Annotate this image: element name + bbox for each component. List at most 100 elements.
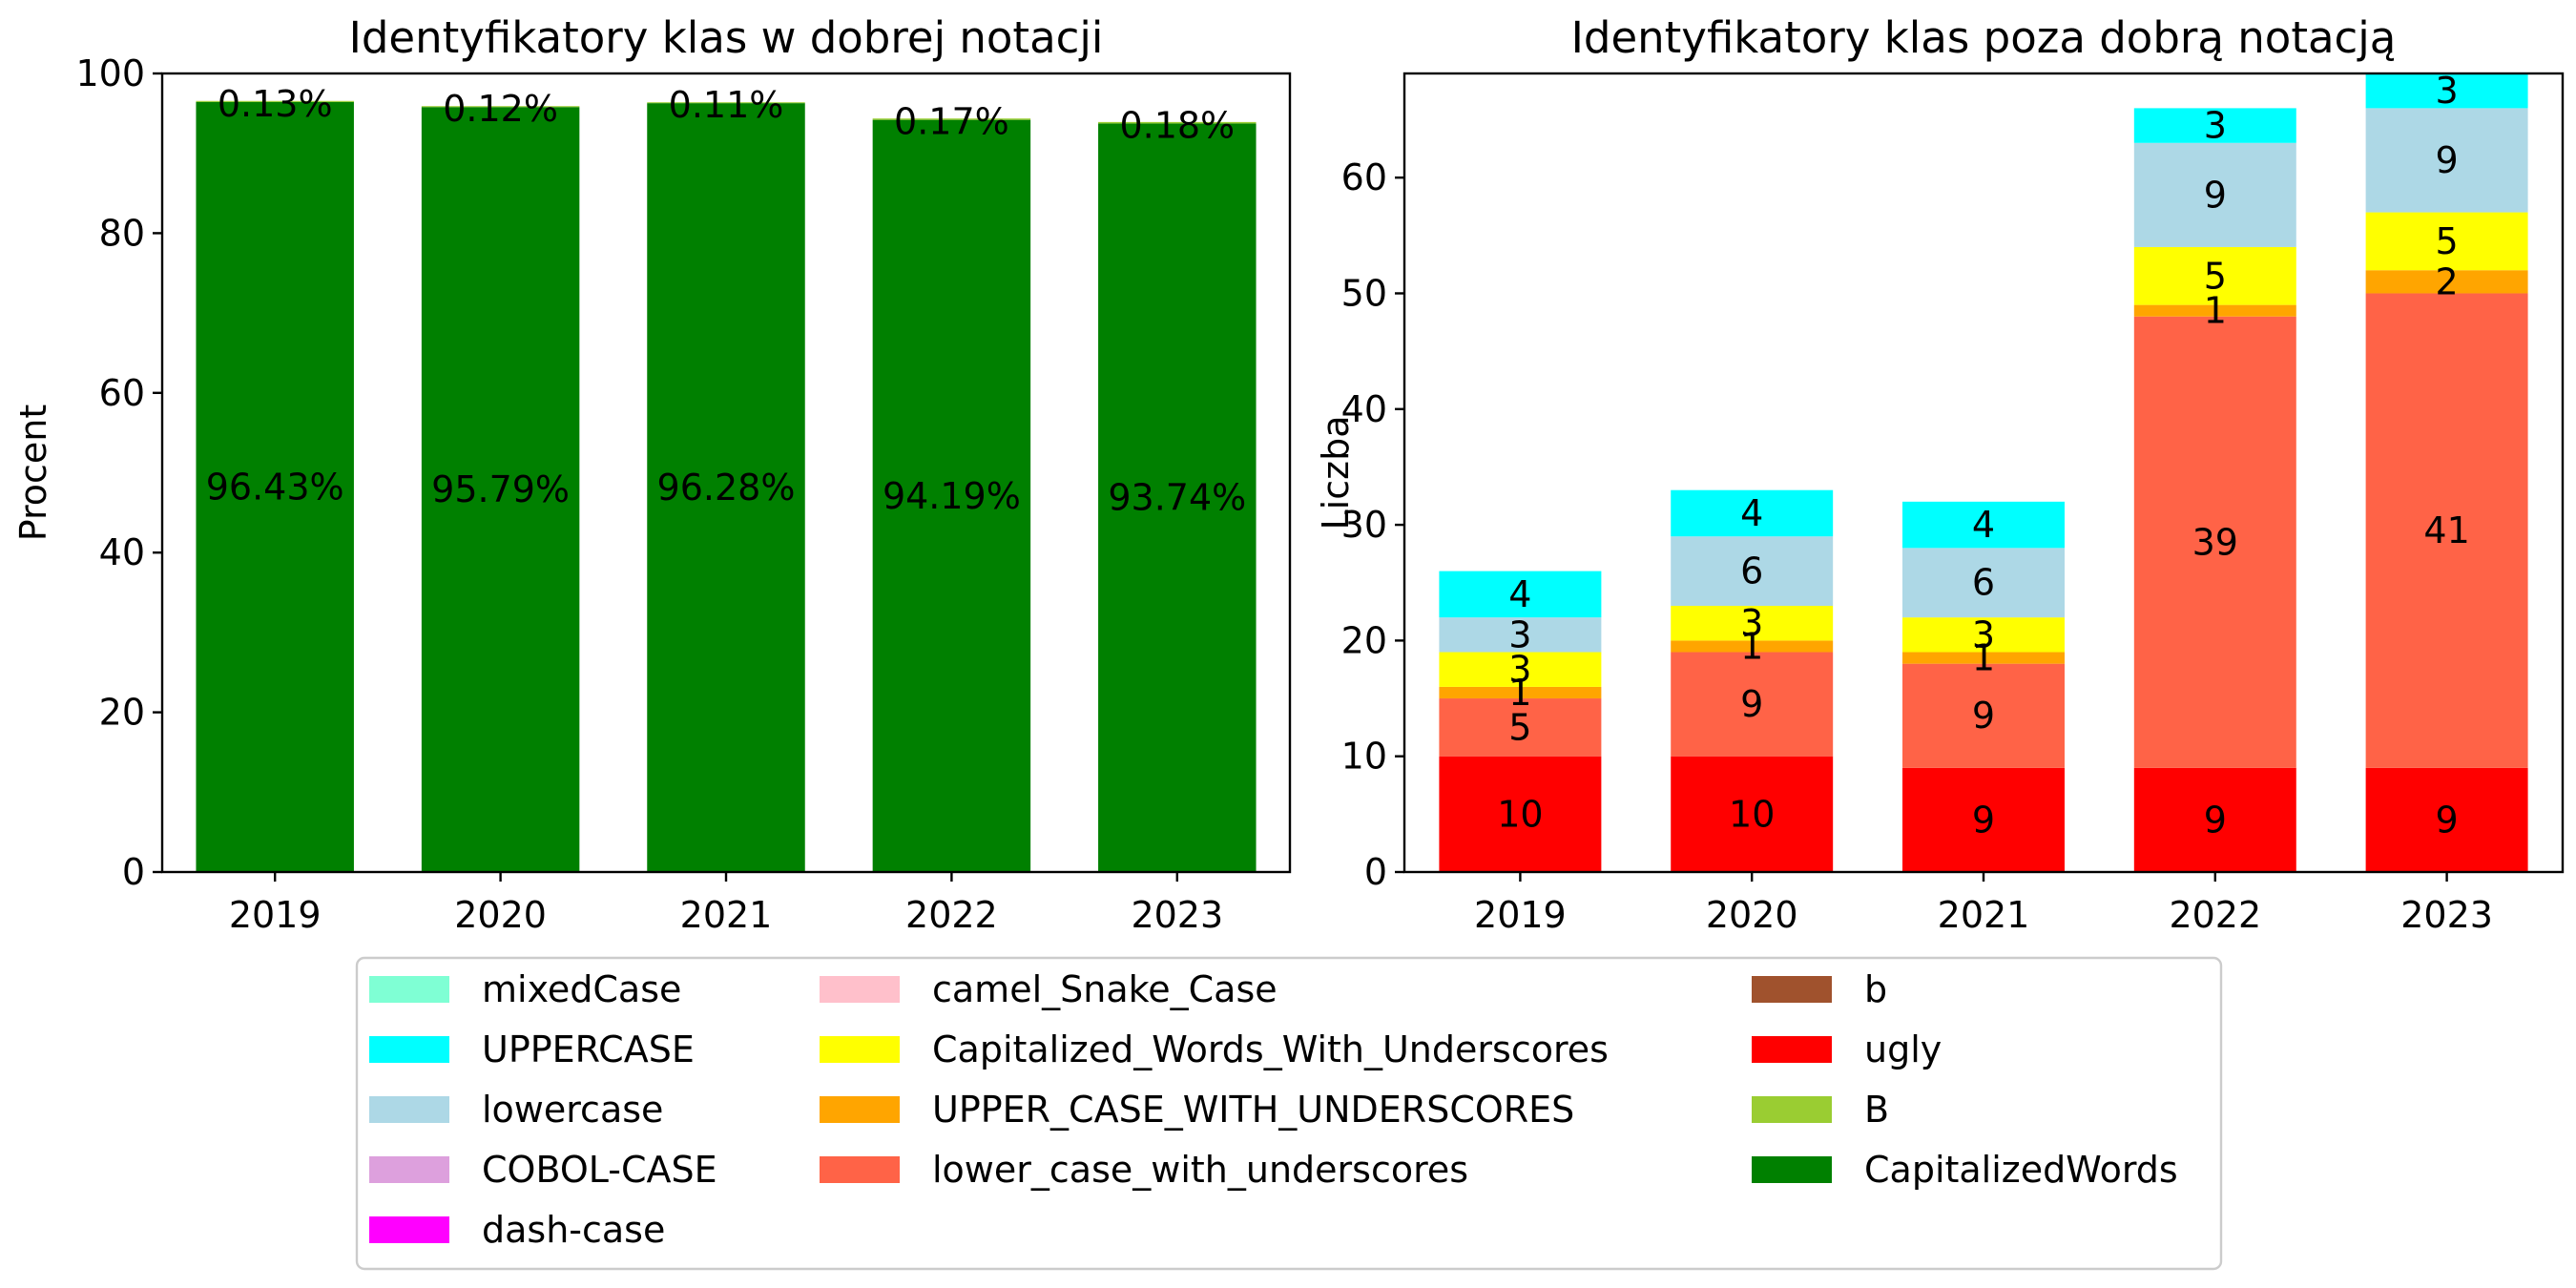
- legend-label-ugly: ugly: [1864, 1028, 1942, 1070]
- bar-Capitalized_Words_With_Underscores-2021: [1902, 617, 2065, 653]
- data-label-ugly-2021: 9: [1972, 799, 1995, 841]
- bar-lowercase-2022: [2133, 142, 2296, 247]
- bar-CapitalizedWords-2022: [872, 119, 1031, 872]
- data-label-lowercase-2022: 9: [2204, 174, 2227, 216]
- data-label-UPPERCASE-2019: 4: [1508, 573, 1531, 615]
- x-tick-label: 2023: [2400, 894, 2493, 936]
- legend-swatch-Capitalized_Words_With_Underscores: [820, 1036, 900, 1063]
- bar-Capitalized_Words_With_Underscores-2023: [2365, 212, 2528, 271]
- data-label-Capitalized_Words_With_Underscores-2022: 5: [2204, 255, 2227, 297]
- bar-ugly-2021: [1902, 767, 2065, 872]
- data-label-B-2023: 0.18%: [1119, 104, 1235, 146]
- bar-B-2023: [1098, 121, 1257, 124]
- data-label-B-2020: 0.12%: [443, 88, 558, 130]
- data-label-lowercase-2019: 3: [1508, 613, 1531, 655]
- legend-swatch-UPPERCASE: [369, 1036, 449, 1063]
- y-tick-label: 40: [1341, 388, 1387, 430]
- data-label-B-2019: 0.13%: [218, 83, 333, 125]
- bar-B-2020: [421, 106, 580, 108]
- legend-frame: [355, 956, 2223, 1271]
- x-tick-label: 2019: [229, 894, 322, 936]
- x-tick-label: 2019: [1474, 894, 1567, 936]
- bar-CapitalizedWords-2019: [196, 101, 354, 872]
- bar-UPPERCASE-2023: [2365, 73, 2528, 109]
- legend-swatch-COBOL-CASE: [369, 1156, 449, 1183]
- x-tick-label: 2022: [2169, 894, 2261, 936]
- bar-UPPERCASE-2019: [1439, 571, 1602, 618]
- legend-label-dash-case: dash-case: [482, 1209, 665, 1251]
- y-tick-label: 40: [99, 531, 145, 573]
- bar-UPPER_CASE_WITH_UNDERSCORES-2022: [2133, 304, 2296, 317]
- y-tick-label: 60: [1341, 156, 1387, 198]
- legend-swatch-b: [1752, 976, 1832, 1003]
- y-tick-label: 0: [1364, 851, 1387, 893]
- bar-Capitalized_Words_With_Underscores-2019: [1439, 652, 1602, 687]
- chart-title: Identyfikatory klas w dobrej notacji: [349, 12, 1104, 63]
- data-label-UPPER_CASE_WITH_UNDERSCORES-2022: 1: [2204, 290, 2227, 332]
- data-label-CapitalizedWords-2021: 96.28%: [657, 467, 796, 509]
- legend: mixedCase UPPERCASE lowercase COBOL-CASE das…: [355, 956, 2223, 1271]
- x-tick-label: 2023: [1131, 894, 1223, 936]
- bar-ugly-2022: [2133, 767, 2296, 872]
- bar-UPPERCASE-2022: [2133, 108, 2296, 143]
- data-label-UPPER_CASE_WITH_UNDERSCORES-2021: 1: [1972, 637, 1995, 679]
- chart-good-notation: 96.43% 0.13% 95.79% 0.12% 96.28% 0.11% 94.19% 0…: [12, 12, 1292, 936]
- y-axis-label: Procent: [12, 405, 54, 542]
- bar-UPPER_CASE_WITH_UNDERSCORES-2023: [2365, 270, 2528, 294]
- bar-lowercase-2023: [2365, 108, 2528, 213]
- y-tick-label: 50: [1341, 272, 1387, 314]
- legend-swatch-lowercase: [369, 1096, 449, 1123]
- chart-outside-good-notation: 1051334109136499136493915939412593010203…: [1315, 12, 2565, 936]
- data-label-B-2021: 0.11%: [669, 84, 784, 126]
- bar-lower_case_with_underscores-2022: [2133, 316, 2296, 768]
- data-label-lowercase-2023: 9: [2436, 139, 2459, 181]
- data-label-CapitalizedWords-2023: 93.74%: [1108, 477, 1246, 519]
- data-label-UPPER_CASE_WITH_UNDERSCORES-2020: 1: [1740, 625, 1763, 667]
- data-label-UPPERCASE-2020: 4: [1740, 492, 1763, 534]
- y-tick-label: 60: [99, 372, 145, 414]
- data-label-B-2022: 0.17%: [894, 101, 1009, 143]
- bar-ugly-2019: [1439, 756, 1602, 872]
- legend-swatch-lower_case_with_underscores: [820, 1156, 900, 1183]
- data-label-ugly-2020: 10: [1729, 793, 1775, 835]
- bar-lowercase-2021: [1902, 548, 2065, 618]
- y-tick-label: 10: [1341, 736, 1387, 778]
- bar-CapitalizedWords-2020: [421, 107, 580, 873]
- data-label-lower_case_with_underscores-2020: 9: [1740, 683, 1763, 725]
- bar-UPPER_CASE_WITH_UNDERSCORES-2019: [1439, 686, 1602, 699]
- bar-lower_case_with_underscores-2023: [2365, 293, 2528, 768]
- legend-swatch-ugly: [1752, 1036, 1832, 1063]
- legend-label-camel_Snake_Case: camel_Snake_Case: [932, 968, 1278, 1010]
- data-label-lowercase-2020: 6: [1740, 551, 1763, 592]
- data-label-CapitalizedWords-2020: 95.79%: [431, 468, 570, 510]
- chart-title: Identyfikatory klas poza dobrą notacją: [1571, 12, 2397, 63]
- x-tick-label: 2022: [905, 894, 998, 936]
- bar-lower_case_with_underscores-2019: [1439, 698, 1602, 757]
- bar-ugly-2020: [1671, 756, 1834, 872]
- x-tick-label: 2020: [1706, 894, 1798, 936]
- bar-Capitalized_Words_With_Underscores-2020: [1671, 606, 1834, 641]
- legend-label-COBOL-CASE: COBOL-CASE: [482, 1149, 717, 1191]
- data-label-lower_case_with_underscores-2019: 5: [1508, 706, 1531, 748]
- data-label-UPPERCASE-2023: 3: [2436, 70, 2459, 112]
- y-tick-label: 0: [122, 851, 145, 893]
- legend-label-lower_case_with_underscores: lower_case_with_underscores: [932, 1149, 1468, 1191]
- bar-B-2022: [872, 118, 1031, 120]
- y-axis-label: Liczba: [1315, 416, 1357, 530]
- legend-label-UPPER_CASE_WITH_UNDERSCORES: UPPER_CASE_WITH_UNDERSCORES: [932, 1089, 1574, 1131]
- x-tick-label: 2021: [1938, 894, 2030, 936]
- data-label-ugly-2023: 9: [2436, 799, 2459, 841]
- legend-swatch-UPPER_CASE_WITH_UNDERSCORES: [820, 1096, 900, 1123]
- data-label-UPPERCASE-2022: 3: [2204, 105, 2227, 147]
- data-label-CapitalizedWords-2019: 96.43%: [206, 466, 344, 508]
- legend-swatch-CapitalizedWords: [1752, 1156, 1832, 1183]
- legend-label-UPPERCASE: UPPERCASE: [482, 1028, 695, 1070]
- bar-lower_case_with_underscores-2021: [1902, 663, 2065, 768]
- legend-label-mixedCase: mixedCase: [482, 968, 681, 1010]
- bar-UPPERCASE-2021: [1902, 501, 2065, 549]
- bar-CapitalizedWords-2023: [1098, 123, 1257, 873]
- bar-CapitalizedWords-2021: [647, 103, 805, 872]
- data-label-ugly-2022: 9: [2204, 799, 2227, 841]
- y-tick-label: 20: [1341, 619, 1387, 661]
